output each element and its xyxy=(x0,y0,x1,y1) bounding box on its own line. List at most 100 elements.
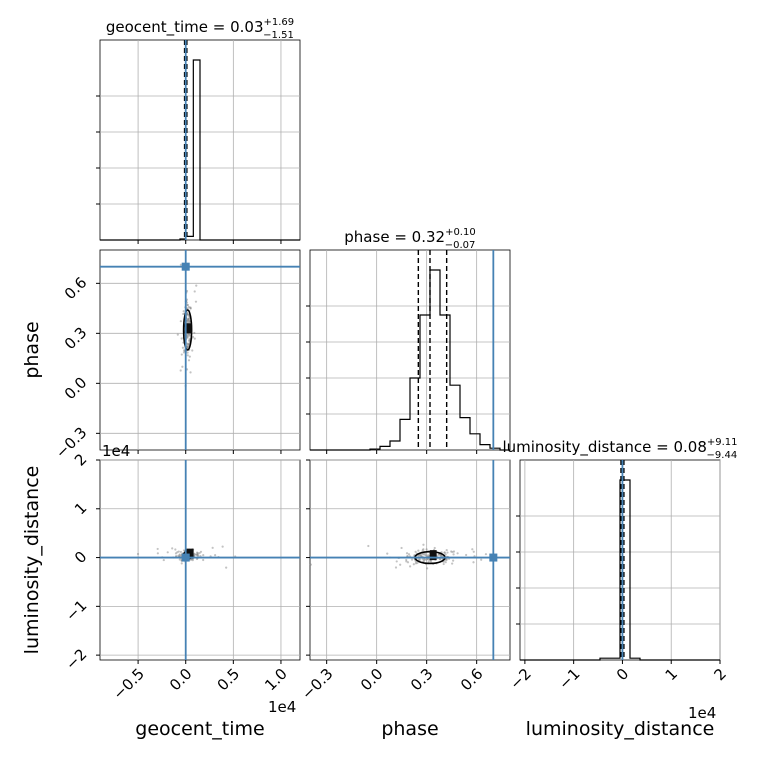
sample-point xyxy=(191,335,195,339)
panel-title-luminosity_distance: luminosity_distance = 0.08+9.11 −9.44 xyxy=(502,437,737,461)
truth-marker xyxy=(489,553,498,562)
sample-point xyxy=(166,551,169,554)
sample-point xyxy=(193,331,196,335)
y-tick-label: 0.3 xyxy=(61,323,91,353)
sample-point xyxy=(484,553,488,556)
sample-point xyxy=(187,342,190,345)
sample-point xyxy=(386,552,389,555)
x-tick-label: 0.3 xyxy=(407,665,437,695)
sample-point xyxy=(451,562,454,565)
histogram-step xyxy=(100,59,300,241)
x-tick-label: −0.3 xyxy=(298,665,336,703)
sample-point xyxy=(214,554,217,557)
x-tick-label: 0.6 xyxy=(457,665,487,695)
sample-point xyxy=(187,359,191,362)
y-axis-label-phase: phase xyxy=(21,321,43,378)
sample-point xyxy=(456,552,459,555)
sample-point xyxy=(409,565,412,568)
sample-point xyxy=(472,561,475,564)
sample-point xyxy=(410,558,414,561)
density-core xyxy=(184,323,192,334)
hist-panel-luminosity_distance xyxy=(516,459,721,664)
sample-point xyxy=(442,562,445,566)
sample-point xyxy=(186,303,189,307)
sample-point xyxy=(181,365,184,368)
sample-point xyxy=(395,560,398,563)
sample-point xyxy=(367,544,370,548)
sample-point xyxy=(180,353,183,356)
x-tick-label: 0.0 xyxy=(166,665,196,695)
sample-point xyxy=(186,351,189,354)
sample-point xyxy=(187,333,191,336)
sample-point xyxy=(425,558,428,561)
sample-point xyxy=(179,320,182,323)
sample-point xyxy=(407,553,411,556)
sample-point xyxy=(211,546,214,549)
sample-point xyxy=(191,349,194,352)
panel-title: phase = 0.32+0.10 −0.07 xyxy=(344,227,475,251)
sample-point xyxy=(188,337,191,340)
panel-frame xyxy=(309,459,511,661)
x-tick-label: 1 xyxy=(662,665,681,684)
x-tick-label: −2 xyxy=(506,665,534,693)
sample-point xyxy=(452,559,455,562)
sample-point xyxy=(178,558,181,561)
sample-point xyxy=(177,554,180,557)
title-text: geocent_time = 0.03 xyxy=(106,18,264,37)
x-tick-label: −0.5 xyxy=(110,665,148,703)
x-offset-label-geocent: 1e4 xyxy=(268,698,296,716)
title-text: phase = 0.32 xyxy=(344,228,445,246)
x-axis-label-geocent-time: geocent_time xyxy=(135,718,264,740)
sample-point xyxy=(405,560,408,563)
sample-point xyxy=(471,548,474,551)
joint-panel-geocent_time-phase xyxy=(96,249,301,454)
sample-point xyxy=(444,561,447,564)
density-core xyxy=(429,550,437,561)
sample-point xyxy=(187,318,190,321)
sample-point xyxy=(181,346,185,349)
title-text: luminosity_distance = 0.08 xyxy=(502,438,706,457)
sample-point xyxy=(193,290,196,293)
sample-point xyxy=(179,550,183,554)
y-offset-label: 1e4 xyxy=(102,442,130,460)
x-tick-label: 0.5 xyxy=(214,665,244,695)
sample-point xyxy=(136,552,140,556)
sample-point xyxy=(437,553,441,556)
y-axis-label-luminosity-distance: luminosity_distance xyxy=(21,466,43,655)
sample-point xyxy=(180,337,183,340)
x-offset-label-lumdist: 1e4 xyxy=(688,704,716,722)
histogram-step xyxy=(520,479,720,661)
y-tick-label: 0 xyxy=(71,548,90,567)
sample-point xyxy=(202,558,205,562)
sample-point xyxy=(225,566,228,569)
sample-point xyxy=(193,337,196,340)
sample-point xyxy=(199,550,203,553)
x-tick-label: 1.0 xyxy=(261,665,291,695)
sample-point xyxy=(414,550,417,553)
sample-point xyxy=(189,306,192,309)
panel-frame xyxy=(99,249,301,451)
title-plus: +0.10 xyxy=(445,227,476,238)
title-minus: −9.44 xyxy=(707,450,738,461)
y-tick-label: 0.6 xyxy=(61,273,91,303)
sample-point xyxy=(412,563,415,566)
sample-point xyxy=(182,312,185,316)
y-tick-label: 1 xyxy=(71,499,90,518)
sample-point xyxy=(452,553,455,556)
sample-point xyxy=(451,550,454,554)
sample-point xyxy=(400,546,403,550)
sample-point xyxy=(180,562,183,565)
sample-point xyxy=(162,558,165,562)
sample-point xyxy=(179,369,182,372)
sample-point xyxy=(182,549,186,552)
panel-frame xyxy=(99,459,301,661)
hist-panel-phase xyxy=(306,249,511,454)
sample-point xyxy=(195,557,199,561)
sample-point xyxy=(417,549,420,552)
sample-point xyxy=(199,554,202,558)
sample-point xyxy=(186,354,189,357)
sample-point xyxy=(465,553,468,557)
sample-point xyxy=(221,545,224,548)
sample-point xyxy=(444,553,447,556)
